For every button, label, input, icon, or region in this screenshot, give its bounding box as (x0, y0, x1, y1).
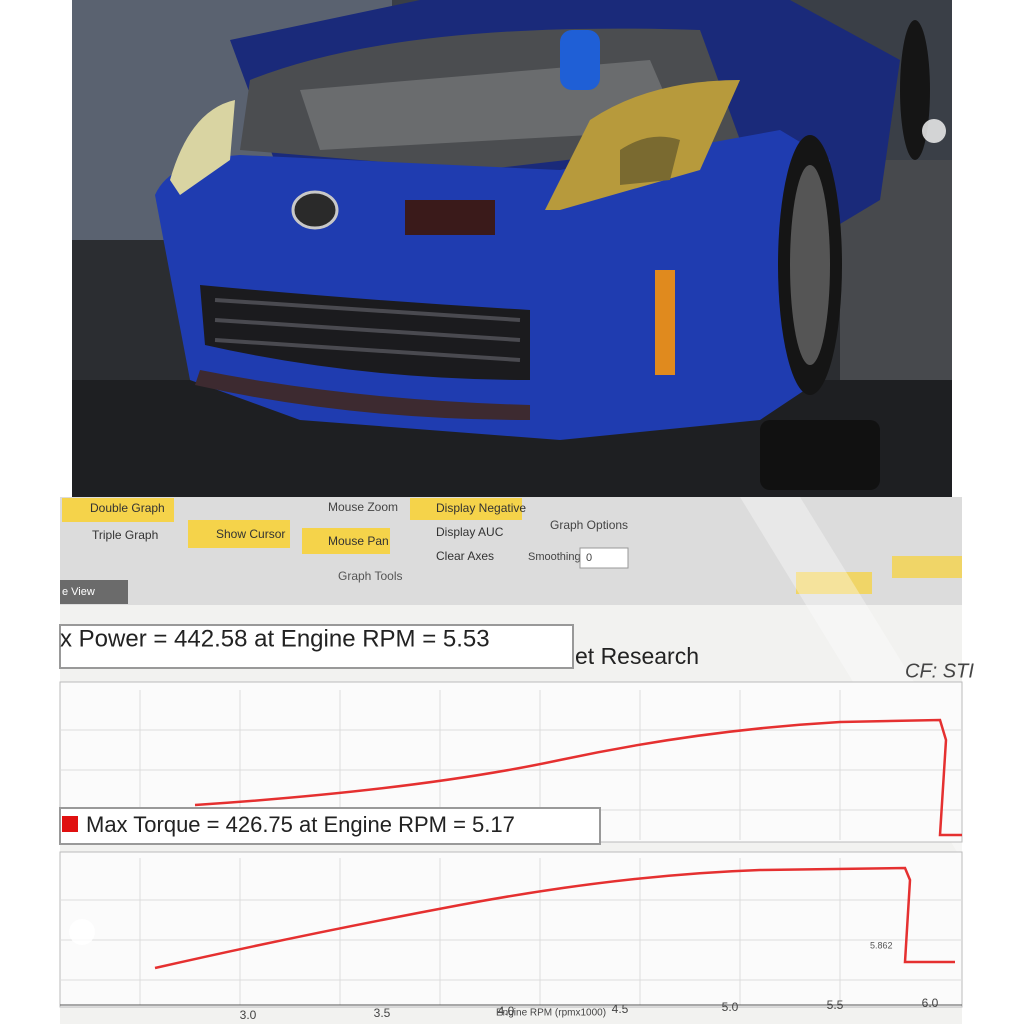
car-photo (72, 0, 952, 497)
toolbar-button[interactable]: Graph Options (550, 518, 628, 532)
dyno-screen-photo: e View Double Graph Triple Graph Show Cu… (59, 497, 974, 1024)
toolbar-button[interactable]: Mouse Zoom (328, 500, 398, 514)
toolbar-button[interactable]: Double Graph (90, 501, 165, 515)
rpm-marker: 5.862 (870, 940, 893, 950)
toolbar-button[interactable]: Display AUC (436, 525, 504, 539)
max-torque-readout: Max Torque = 426.75 at Engine RPM = 5.17 (86, 812, 515, 837)
x-tick-label: 4.5 (612, 1002, 629, 1016)
toolbar-button[interactable]: Triple Graph (92, 528, 158, 542)
toolbar-button[interactable]: Display Negative (436, 501, 526, 515)
toolbar-button[interactable]: Mouse Pan (328, 534, 389, 548)
x-axis-label: Engine RPM (rpmx1000) (496, 1008, 606, 1019)
x-tick-label: 4.0 (498, 1004, 515, 1018)
smoothing-label: Smoothing: (528, 551, 584, 563)
max-power-readout: x Power = 442.58 at Engine RPM = 5.53 (60, 625, 490, 652)
correction-factor: CF: STI (905, 660, 974, 682)
view-tab[interactable]: e View (62, 586, 95, 598)
group-label: Graph Tools (338, 569, 402, 583)
x-tick-label: 6.0 (922, 996, 939, 1010)
x-tick-label: 3.0 (240, 1008, 257, 1022)
title-fragment: et Research (575, 643, 699, 669)
smoothing-value[interactable]: 0 (586, 552, 592, 564)
toolbar-button[interactable]: Show Cursor (216, 527, 285, 541)
x-tick-label: 3.5 (374, 1006, 391, 1020)
x-tick-label: 5.5 (827, 998, 844, 1012)
x-tick-label: 5.0 (722, 1000, 739, 1014)
x-axis: 3.0 3.5 4.0 4.5 5.0 5.5 6.0 (240, 996, 939, 1022)
toolbar-button[interactable]: Clear Axes (436, 549, 494, 563)
